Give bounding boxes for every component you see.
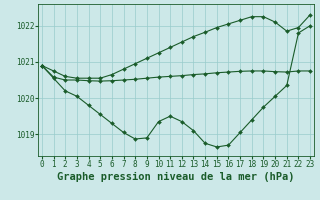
X-axis label: Graphe pression niveau de la mer (hPa): Graphe pression niveau de la mer (hPa): [57, 172, 295, 182]
